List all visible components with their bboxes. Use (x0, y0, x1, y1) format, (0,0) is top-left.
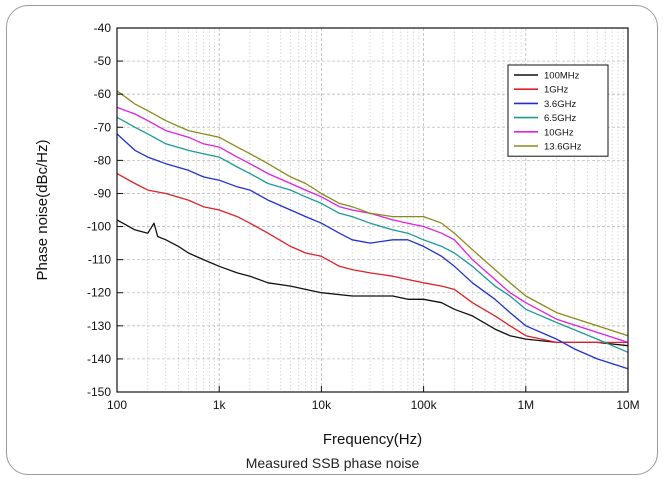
y-tick-label: -100 (87, 220, 111, 234)
y-tick-label: -130 (87, 319, 111, 333)
axis-ticks: 100 1k 10k 100k 1M 10M -150 -140 -130 -120 -110 -10… (87, 21, 640, 412)
figure-caption: Measured SSB phase noise (245, 455, 420, 471)
y-tick-label: -70 (94, 120, 112, 134)
y-tick-label: -140 (87, 352, 111, 366)
legend-label: 6.5GHz (544, 113, 576, 124)
series-line-3-6ghz (116, 133, 629, 370)
x-tick-label: 1M (517, 398, 534, 412)
series-line-10ghz (116, 106, 629, 344)
legend-label: 3.6GHz (544, 99, 576, 110)
series-lines (116, 90, 629, 370)
x-tick-label: 10M (616, 398, 639, 412)
legend-label: 100MHz (544, 71, 580, 82)
legend-label: 13.6GHz (544, 142, 582, 153)
y-tick-label: -60 (94, 87, 112, 101)
series-line-100mhz (116, 219, 629, 347)
x-tick-label: 10k (312, 398, 332, 412)
series-line-1ghz (116, 173, 628, 344)
y-tick-label: -40 (94, 21, 112, 35)
x-axis-title: Frequency(Hz) (323, 431, 422, 448)
y-tick-label: -110 (88, 253, 111, 267)
legend-label: 10GHz (544, 127, 574, 138)
y-tick-label: -150 (87, 385, 111, 399)
y-tick-label: -50 (94, 54, 112, 68)
y-tick-label: -80 (94, 153, 112, 167)
plot-area-border (116, 27, 629, 393)
legend-label: 1GHz (544, 85, 569, 96)
legend-box (507, 64, 609, 157)
x-tick-label: 100k (411, 398, 438, 412)
x-tick-label: 100 (107, 398, 127, 412)
series-line-13-6ghz (116, 90, 629, 337)
y-tick-label: -120 (87, 286, 111, 300)
legend: 100MHz 1GHz 3.6GHz 6.5GHz 10GHz 13.6GHz (507, 64, 609, 157)
x-tick-label: 1k (213, 398, 227, 412)
y-axis-title: Phase noise(dBc/Hz) (34, 140, 51, 281)
series-line-6-5ghz (116, 116, 629, 353)
y-tick-label: -90 (94, 186, 112, 200)
